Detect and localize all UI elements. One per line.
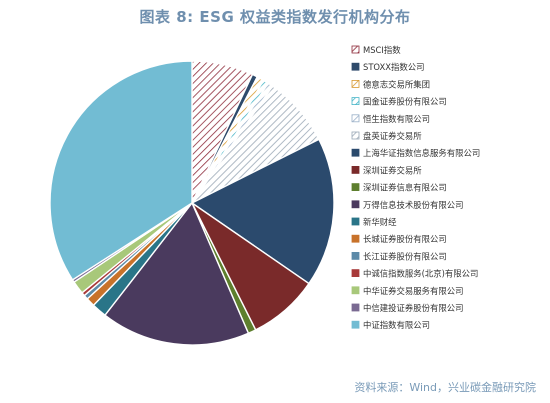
legend-label: 上海华证指数信息服务有限公司 [363,148,480,158]
legend-label: 新华财经 [363,217,397,227]
legend-item: 深圳证券交易所 [351,165,422,175]
slice-6 [190,138,335,285]
legend-label: 中信建投证券股份有限公司 [363,303,464,313]
legend-swatch [351,62,360,71]
legend-swatch [351,234,360,243]
pie-slices [49,60,335,346]
legend-swatch [351,131,360,140]
legend-item: 国金证券股份有限公司 [351,97,447,107]
legend-label: 中诚信指数服务(北京)有限公司 [363,269,478,279]
legend-label: 万得信息技术股份有限公司 [363,200,464,210]
source-note: 资料来源：Wind，兴业碳金融研究院 [354,381,536,394]
legend-item: 德意志交易所集团 [351,79,430,89]
legend-swatch [351,269,360,278]
legend-item: 恒生指数有限公司 [351,114,430,124]
chart-title: 图表 8: ESG 权益类指数发行机构分布 [139,8,411,26]
legend-label: MSCI指数 [363,45,401,55]
legend-swatch [351,320,360,329]
legend-swatch [351,80,360,88]
legend-swatch [351,183,360,192]
legend-swatch [351,200,360,209]
legend-swatch [351,97,360,105]
legend-label: 德意志交易所集团 [363,79,430,89]
legend-item: 长江证券股份有限公司 [351,251,447,261]
legend-label: 深圳证券信息有限公司 [363,183,447,193]
legend-item: 中华证券交易服务有限公司 [351,286,464,296]
legend-item: 万得信息技术股份有限公司 [351,200,464,210]
legend-item: 中诚信指数服务(北京)有限公司 [351,269,478,279]
legend-item: 上海华证指数信息服务有限公司 [351,148,480,158]
legend-label: STOXX指数公司 [363,62,424,72]
legend-swatch [351,251,360,260]
legend-item: 盘英证券交易所 [351,131,422,141]
legend-label: 长江证券股份有限公司 [363,251,447,261]
legend-swatch [351,217,360,226]
legend-swatch [351,303,360,312]
legend-swatch [351,165,360,174]
chart-legend: MSCI指数 STOXX指数公司德意志交易所集团国金证券股份有限公司恒生指数有限公… [351,45,480,330]
legend-swatch [351,148,360,157]
legend-item: STOXX指数公司 [351,62,424,72]
legend-label: 长城证券股份有限公司 [363,234,447,244]
legend-label: 中华证券交易服务有限公司 [363,286,464,296]
legend-label: 中证指数有限公司 [363,320,430,330]
legend-label: 国金证券股份有限公司 [363,97,447,107]
legend-label: 深圳证券交易所 [363,165,422,175]
legend-swatch [351,286,360,295]
legend-item: 中证指数有限公司 [351,320,430,330]
legend-swatch [351,114,360,123]
slice-9 [103,201,250,346]
legend-item: MSCI指数 [351,45,401,55]
legend-item: 新华财经 [351,217,397,227]
legend-item: 中信建投证券股份有限公司 [351,303,464,313]
slice-16 [49,60,193,281]
legend-swatch [351,45,360,54]
legend-item: 深圳证券信息有限公司 [351,183,447,193]
legend-label: 盘英证券交易所 [363,131,422,141]
legend-label: 恒生指数有限公司 [363,114,430,124]
legend-item: 长城证券股份有限公司 [351,234,447,244]
